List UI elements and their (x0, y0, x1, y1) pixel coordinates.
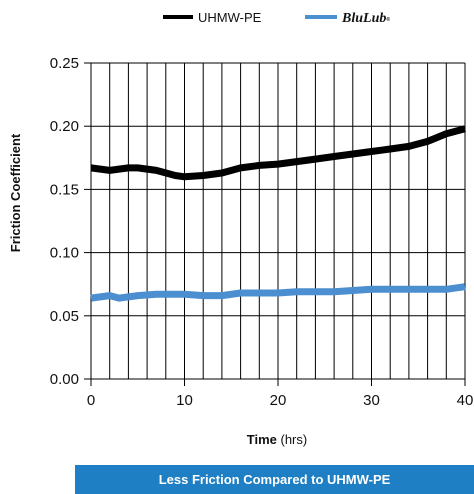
registered-mark: ® (386, 16, 390, 23)
x-axis-title-label: Time (247, 432, 277, 447)
legend: UHMW-PE BluLub® (163, 10, 390, 26)
x-axis-unit: (hrs) (281, 432, 308, 447)
x-tick-label: 40 (457, 392, 474, 409)
legend-label-uhmw: UHMW-PE (198, 10, 262, 25)
x-tick-label: 20 (270, 392, 287, 409)
y-tick-label: 0.20 (50, 118, 79, 135)
y-axis-title: Friction Coefficient (8, 133, 23, 252)
legend-label-blulub: BluLub® (341, 11, 390, 26)
x-tick-label: 10 (176, 392, 193, 409)
series-line-blulub (90, 283, 466, 302)
series-lines (90, 125, 466, 302)
y-tick-label: 0.15 (50, 181, 79, 198)
comparison-banner: Less Friction Compared to UHMW-PE (75, 465, 474, 494)
y-tick-label: 0.10 (50, 245, 79, 262)
grid (90, 62, 466, 380)
y-tick-label: 0.00 (50, 371, 79, 388)
y-tick-label: 0.25 (50, 55, 79, 72)
series-line-uhmw (90, 125, 466, 181)
friction-chart: UHMW-PE BluLub® Friction Coefficient Tim… (8, 10, 474, 447)
axis-ticks: 0.00 0.05 0.10 0.15 0.20 0.25 0 10 20 30 40 (50, 55, 474, 409)
x-tick-label: 0 (87, 392, 95, 409)
legend-label-blulub-name: BluLub (341, 11, 386, 26)
y-tick-label: 0.05 (50, 308, 79, 325)
x-axis-title: Time (hrs) (247, 432, 307, 447)
x-tick-label: 30 (363, 392, 380, 409)
